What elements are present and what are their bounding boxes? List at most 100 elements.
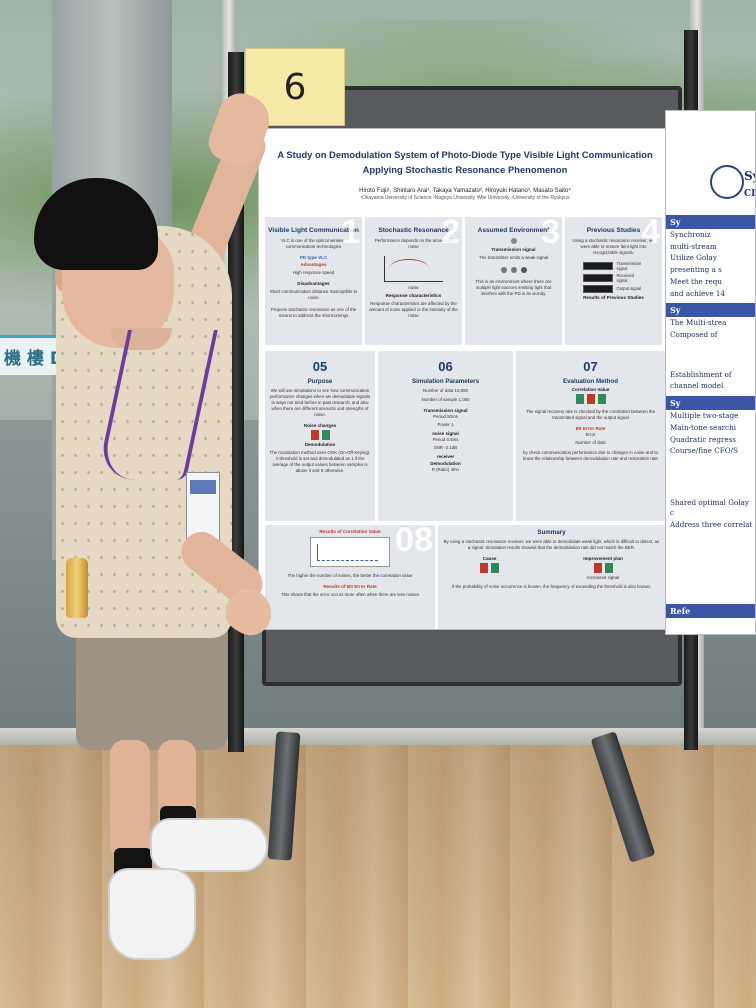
noise-period: Period 0.5ms: [432, 436, 459, 442]
noise-changes-label: Noise changes: [303, 422, 337, 428]
adjacent-text: Multiple two-stage: [670, 411, 739, 421]
disadvantages-text: Short communication distance Susceptible…: [269, 288, 358, 300]
waveform-icon: [582, 273, 613, 282]
ber-results-title: Results of Bit Error Rate: [323, 583, 377, 589]
plan-note: Increased signal: [587, 574, 620, 580]
panel-number: 4: [641, 217, 660, 251]
panel-note: This is an environment where there are m…: [475, 278, 552, 296]
demodulation-text: The modulation method uses OOK (On-Off-K…: [269, 449, 371, 473]
section-number: 06: [438, 359, 453, 374]
rx-icon: [586, 394, 595, 404]
author-list: Hiroto Fujii¹, Shintaro Arai¹, Takaya Ya…: [359, 188, 571, 194]
ber-results-note: This shows that the error occurs more of…: [280, 591, 420, 597]
signal-label: Transmission signal: [491, 246, 536, 252]
adjacent-text: Shared optimal Golay c: [670, 498, 749, 517]
panel-title: Assumed Environment: [477, 227, 550, 234]
adjacent-subtitle-fragment: CI: [744, 189, 756, 199]
panel-stochastic-resonance: 2 Stochastic Resonance Performance depen…: [365, 217, 462, 345]
panel-note: Propose stochastic resonance as one of t…: [270, 306, 357, 318]
demod-ratio: R (Ratio) 40%: [431, 466, 460, 472]
tx-period: Period 50ms: [433, 413, 458, 419]
lamp-icon: [510, 237, 517, 244]
adjacent-text: Synchroniz: [670, 230, 711, 239]
panel-results: 08 Results of Correlation Value The high…: [265, 525, 435, 629]
ber-error-label: Error: [585, 431, 596, 437]
water-bottle: [66, 558, 88, 618]
plan-label: Improvement plan: [583, 555, 623, 561]
adjacent-table: [666, 341, 755, 369]
research-poster: A Study on Demodulation System of Photo-…: [258, 128, 670, 630]
left-sneaker: [108, 868, 196, 960]
cause-block: Cause: [480, 554, 500, 581]
corr-results-title: Results of Correlation Value: [319, 529, 381, 534]
poster-row-top: 1 Visible Light Communication VLC is one…: [265, 217, 665, 345]
section-title: Simulation Parameters: [411, 378, 480, 385]
section-number: 05: [312, 359, 328, 374]
signal-label: Transmission signal: [616, 260, 642, 271]
correlation-label: Correlation Value: [571, 387, 610, 392]
adjacent-text: Course/fine CFO/S: [670, 446, 738, 456]
adjacent-text: Composed of: [670, 330, 718, 340]
ber-label: Bit Error Rate: [575, 425, 606, 431]
adjacent-text: channel model: [670, 381, 724, 391]
adjacent-text: multi-stream: [670, 241, 717, 251]
output-icon: [597, 394, 606, 404]
section-title: Purpose: [307, 378, 333, 385]
signal-label: Received signal: [616, 272, 634, 283]
lamp-icon: [500, 266, 507, 273]
signal-icon: [491, 562, 500, 573]
response-curve-chart: [384, 255, 443, 282]
adjacent-section-band: Sy: [666, 215, 755, 229]
poster-row-bottom: 08 Results of Correlation Value The high…: [265, 525, 665, 629]
panel-number: 08: [395, 525, 433, 559]
poster-authors: Hiroto Fujii¹, Shintaro Arai¹, Takaya Ya…: [267, 187, 663, 202]
panel-vlc: 1 Visible Light Communication VLC is one…: [265, 217, 362, 345]
panel-text: Performance depends on the amount of noi…: [374, 237, 453, 249]
adjacent-diagram: [666, 457, 755, 497]
panel-assumed-environment: 3 Assumed Environment Transmission signa…: [465, 217, 562, 345]
summary-text: By using a stochastic resonance receiver…: [443, 539, 660, 550]
signal-row: Received signal: [565, 273, 662, 283]
adjacent-text: Address three correlat: [670, 519, 753, 529]
adjacent-text: Utilize Golay: [670, 253, 717, 263]
signal-row: Transmission signal: [565, 261, 662, 271]
section-text: We will use simulations to see how commu…: [269, 388, 371, 417]
neck: [110, 328, 172, 350]
poster-title-line2: Applying Stochastic Resonance Phenomenon: [362, 164, 568, 176]
receiver-label: receiver: [436, 453, 455, 459]
demodulation-label: Demodulation: [304, 441, 336, 447]
noise-icons: [265, 429, 375, 440]
adjacent-circuit-diagram: [666, 530, 755, 600]
ber-data-label: Number of data: [575, 439, 606, 445]
adjacent-text: Quadratic regress: [670, 434, 736, 444]
panel-caption: Response characteristics: [385, 292, 442, 298]
panel-summary: Summary By using a stochastic resonance …: [438, 525, 665, 629]
section-number: 07: [583, 359, 598, 374]
poster-row-middle: 05 Purpose We will use simulations to se…: [265, 351, 665, 521]
photodiode-icon: [520, 266, 527, 273]
adjacent-text: and achieve 14: [670, 288, 726, 298]
panel-text: Using a stochastic resonance receiver, w…: [572, 237, 655, 255]
poster-title: A Study on Demodulation System of Photo-…: [267, 147, 663, 177]
lamp-icon: [510, 266, 517, 273]
adjacent-text: Establishment of: [670, 369, 732, 379]
signal-text: The transmitter emits a weak signal: [478, 254, 549, 260]
interference-icons: [465, 266, 562, 273]
adjacent-text: The Multi-strea: [670, 318, 727, 328]
panel-caption: Results of Previous Studies: [583, 294, 644, 300]
right-sneaker: [150, 818, 268, 872]
adjacent-title-fragment: Sy: [744, 169, 755, 183]
panel-number: 2: [441, 217, 460, 251]
adjacent-section-band: Refe: [666, 604, 755, 619]
signal-flow-icons: [516, 394, 665, 404]
signal-icon: [593, 562, 602, 573]
panel-text: VLC is one of the optical wireless commu…: [281, 237, 346, 249]
signal-row: Output signal: [565, 284, 662, 293]
panel-purpose: 05 Purpose We will use simulations to se…: [265, 351, 375, 521]
affiliation-list: ¹Okayama University of Science ²Nagoya U…: [360, 195, 570, 202]
tx-label: Transmission signal: [423, 407, 468, 413]
panel-number: 1: [341, 217, 360, 251]
param-data-count: Number of data 10,000: [423, 388, 468, 393]
panel-title: Previous Studies: [586, 227, 641, 234]
waveform-icon: [582, 261, 613, 270]
